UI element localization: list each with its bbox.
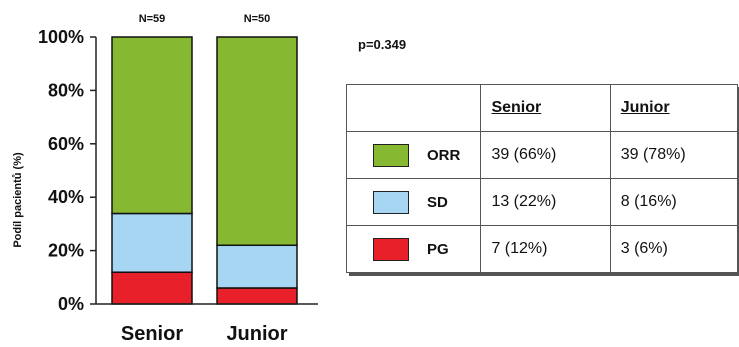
results-table: Senior Junior ORR 39 (66%) 39 (78%) SD 1… [345, 84, 739, 273]
bar-pg-senior [111, 271, 193, 305]
bar-orr-junior [216, 36, 298, 247]
row-label-pg: PG [427, 240, 449, 258]
row-label-orr: ORR [427, 146, 461, 164]
x-axis-labels: Senior Junior [121, 323, 288, 345]
cell-orr-junior: 39 (78%) [609, 131, 739, 179]
sd-swatch [373, 190, 409, 214]
cell-pg-junior: 3 (6%) [609, 225, 739, 273]
pg-swatch [373, 237, 409, 261]
cell-sd-senior: 13 (22%) [480, 178, 611, 226]
row-label-cell: PG [345, 225, 482, 273]
x-tick-label: Senior [121, 323, 183, 345]
table-row: SD 13 (22%) 8 (16%) [345, 178, 739, 226]
header-junior: Junior [609, 84, 739, 132]
y-tick-label: 40% [48, 187, 84, 207]
y-tick-label: 100% [38, 27, 84, 47]
y-axis-ticks: 0% 20% 40% 60% 80% 100% [38, 27, 96, 314]
table-corner [345, 84, 482, 132]
row-label-cell: SD [345, 178, 482, 226]
bar-sd-senior [111, 212, 193, 273]
y-tick-label: 60% [48, 134, 84, 154]
row-label-cell: ORR [345, 131, 482, 179]
row-label-sd: SD [427, 193, 448, 211]
y-tick-label: 20% [48, 241, 84, 261]
table-row: PG 7 (12%) 3 (6%) [345, 225, 739, 273]
table-header-row: Senior Junior [345, 84, 739, 132]
cell-orr-senior: 39 (66%) [480, 131, 611, 179]
bar-pg-junior [216, 287, 298, 305]
y-axis-label: Podíl pacientů (%) [12, 152, 24, 248]
n-label: N=59 [139, 13, 166, 25]
table-row: ORR 39 (66%) 39 (78%) [345, 131, 739, 179]
p-value: p=0.349 [358, 37, 407, 52]
cell-pg-senior: 7 (12%) [480, 225, 611, 273]
bar-sd-junior [216, 244, 298, 289]
orr-swatch [373, 143, 409, 167]
bar-orr-senior [111, 36, 193, 215]
y-tick-label: 80% [48, 80, 84, 100]
n-label: N=50 [244, 13, 271, 25]
stacked-bar-chart: Podíl pacientů (%) 0% 20% 40% 60% 80% 100% Se… [12, 13, 318, 345]
bars-group [111, 36, 298, 305]
x-tick-label: Junior [226, 323, 287, 345]
cell-sd-junior: 8 (16%) [609, 178, 739, 226]
header-senior: Senior [480, 84, 611, 132]
y-tick-label: 0% [58, 294, 84, 314]
n-labels: N=59 N=50 [139, 13, 271, 25]
